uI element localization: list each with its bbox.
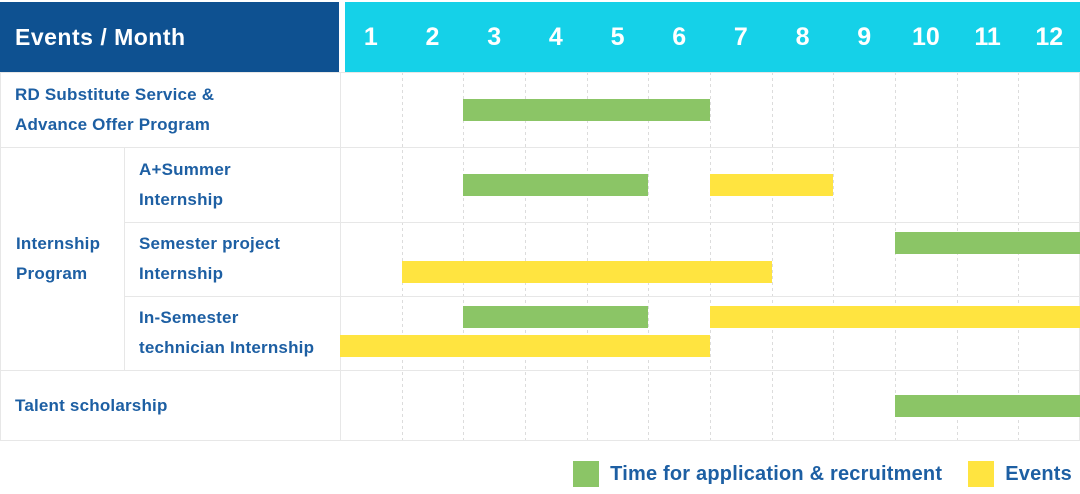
month-label-1: 1 — [363, 22, 378, 51]
row-label-semester-project-internship: Semester project Internship — [124, 222, 340, 296]
table-left-border — [0, 72, 1, 441]
row-border — [0, 147, 1080, 148]
legend-item-events: Events — [968, 461, 1072, 487]
legend-label-application: Time for application & recruitment — [610, 462, 943, 485]
bar-application-months-3-to-6 — [463, 98, 710, 121]
row-border — [0, 440, 1080, 441]
row-label-line: RD Substitute Service & — [15, 84, 215, 104]
row-border — [124, 222, 1080, 223]
month-gridline — [956, 72, 958, 441]
month-gridline — [648, 72, 650, 441]
month-gridline — [1018, 72, 1020, 441]
month-label-4: 4 — [548, 22, 563, 51]
bar-events-months-2-to-7 — [401, 261, 772, 283]
month-label-10: 10 — [911, 22, 940, 51]
month-label-11: 11 — [974, 22, 1001, 51]
group-cell-internship-program: Internship Program — [0, 147, 124, 370]
month-label-9: 9 — [857, 22, 872, 51]
month-gridline — [525, 72, 526, 441]
row-label-in-semester-technician-internship: In-Semester technician Internship — [124, 296, 340, 370]
bar-application-months-3-to-5 — [463, 173, 649, 196]
month-gridline — [463, 72, 465, 441]
month-label-7: 7 — [733, 22, 748, 51]
row-label-talent-scholarship: Talent scholarship — [0, 370, 340, 441]
row-label-line: Semester project — [139, 234, 281, 253]
month-gridline — [895, 72, 896, 441]
month-header-labels: 1 2 3 4 5 6 7 8 9 10 11 12 — [340, 2, 1080, 72]
legend-item-application: Time for application & recruitment — [573, 461, 942, 487]
legend-swatch-application — [573, 461, 600, 487]
month-gridline — [586, 72, 588, 441]
row-label-a-plus-summer-internship: A+Summer Internship — [124, 147, 340, 222]
month-label-6: 6 — [672, 22, 687, 51]
bar-application-months-3-to-5 — [463, 306, 649, 328]
month-label-12: 12 — [1035, 22, 1064, 51]
group-label-line: Internship — [16, 233, 101, 253]
header-title: Events / Month — [15, 23, 186, 50]
row-label-rd-substitute-service: RD Substitute Service & Advance Offer Pro… — [0, 72, 340, 147]
row-label-line: In-Semester — [139, 308, 239, 327]
row-border — [0, 370, 1080, 371]
bar-application-months-10-to-12 — [895, 232, 1080, 254]
month-gridline — [710, 72, 711, 441]
month-label-5: 5 — [610, 22, 625, 51]
bar-events-months-7-to-12 — [710, 306, 1080, 328]
row-label-line: Internship — [139, 264, 224, 283]
month-gridline — [401, 72, 403, 441]
legend-label-events: Events — [1005, 462, 1072, 485]
row-border — [124, 296, 1080, 297]
header-events-month-cell: Events / Month — [0, 2, 339, 72]
month-gridline — [833, 72, 835, 441]
month-label-2: 2 — [425, 22, 440, 51]
timeline-grid: Internship Program RD Substitute Service … — [0, 72, 1080, 441]
legend: Time for application & recruitment Events — [573, 461, 1072, 487]
label-grid-divider — [340, 72, 341, 441]
row-label-line: Advance Offer Program — [15, 114, 211, 134]
row-label-line: technician Internship — [139, 338, 315, 357]
row-label-line: Internship — [139, 189, 224, 209]
month-gridline — [771, 72, 773, 441]
month-header-bar — [345, 2, 1080, 72]
month-label-3: 3 — [487, 22, 502, 51]
group-sub-divider — [124, 147, 125, 370]
bar-events-months-1-to-6 — [340, 335, 710, 357]
legend-swatch-events — [968, 461, 995, 487]
row-label-line: A+Summer — [139, 159, 231, 179]
month-label-8: 8 — [795, 22, 810, 51]
bar-application-months-10-to-12 — [895, 394, 1080, 417]
row-label-line: Talent scholarship — [15, 395, 168, 415]
bar-events-months-7-to-8 — [710, 173, 834, 196]
row-border — [0, 72, 1080, 73]
group-label-line: Program — [16, 263, 88, 283]
